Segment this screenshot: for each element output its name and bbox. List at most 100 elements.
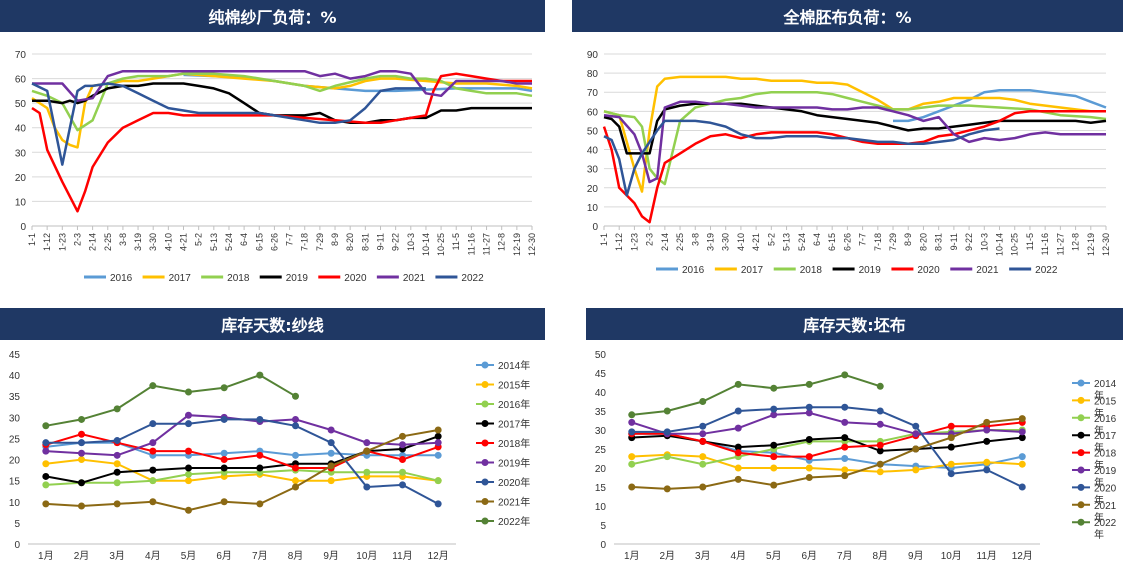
series-point-2020年 <box>876 407 884 415</box>
series-point-2019年 <box>113 451 121 459</box>
series-point-2020年 <box>628 428 636 436</box>
series-point-2021年 <box>983 418 991 426</box>
legend-label-2022: 2022 <box>1035 265 1058 276</box>
series-point-2020年 <box>113 437 121 445</box>
legend-label-2017年: 2017年 <box>498 418 530 431</box>
chart-title-greige-inventory: 库存天数:坯布 <box>586 308 1123 340</box>
series-point-2017年 <box>1018 434 1026 442</box>
series-line-2021年 <box>45 429 439 512</box>
series-point-2017年 <box>113 468 121 476</box>
series-point-2022年 <box>149 382 157 390</box>
x-tick-label: 4月 <box>145 550 161 562</box>
series-point-2021年 <box>663 485 671 493</box>
x-tick-label: 1-1 <box>599 233 609 246</box>
x-tick-label: 10-14 <box>995 233 1005 256</box>
legend-marker-2018年 <box>1077 449 1085 457</box>
legend-label-2019: 2019 <box>859 265 882 276</box>
series-point-2015年 <box>912 466 920 474</box>
legend-label-2019年: 2019年 <box>498 457 530 470</box>
x-tick-label: 12-8 <box>1071 233 1081 251</box>
series-point-2017年 <box>149 466 157 474</box>
series-point-2021年 <box>113 500 121 508</box>
series-line-2022年 <box>45 374 297 427</box>
series-line-2020 <box>31 72 532 213</box>
series-point-2020年 <box>841 403 849 411</box>
x-tick-label: 10-25 <box>436 233 446 256</box>
series-point-2022年 <box>256 371 264 379</box>
series-line-2020年 <box>631 406 1023 488</box>
x-tick-label: 11月 <box>392 550 412 562</box>
series-point-2020年 <box>663 428 671 436</box>
series-point-2021年 <box>185 506 192 514</box>
series-point-2015年 <box>292 477 299 485</box>
x-tick-label: 12-19 <box>512 233 522 256</box>
x-tick-label: 5-2 <box>766 233 776 246</box>
y-tick-label: 10 <box>595 502 607 513</box>
series-point-2019年 <box>292 415 299 423</box>
series-point-2019年 <box>876 420 884 428</box>
y-tick-label: 30 <box>15 148 27 159</box>
series-point-2019年 <box>912 430 920 438</box>
legend-label-2021: 2021 <box>403 273 426 284</box>
series-point-2020年 <box>912 422 920 430</box>
series-point-2016年 <box>185 470 192 478</box>
x-tick-label: 11月 <box>977 550 997 562</box>
series-point-2022年 <box>185 388 192 396</box>
legend-label-2018: 2018 <box>227 273 250 284</box>
series-point-2020年 <box>734 407 742 415</box>
x-tick-label: 2月 <box>659 550 675 562</box>
x-tick-label: 5-24 <box>224 233 234 251</box>
series-point-2019年 <box>149 439 157 447</box>
y-tick-label: 80 <box>587 69 599 80</box>
series-point-2020年 <box>256 415 264 423</box>
series-line-2021 <box>603 100 1106 184</box>
legend-marker-2014年 <box>1077 379 1085 387</box>
x-tick-label: 5月 <box>181 550 197 562</box>
series-point-2018年 <box>876 441 884 449</box>
x-tick-label: 6-15 <box>254 233 264 251</box>
series-point-2021年 <box>149 498 157 506</box>
x-tick-label: 10月 <box>356 550 377 562</box>
series-point-2022年 <box>220 384 228 392</box>
y-tick-label: 35 <box>595 407 607 418</box>
series-point-2015年 <box>983 458 991 466</box>
y-tick-label: 20 <box>595 464 607 475</box>
series-point-2022年 <box>42 422 50 430</box>
series-point-2019年 <box>399 441 406 449</box>
series-point-2015年 <box>327 477 335 485</box>
legend-marker-2015年 <box>1077 396 1085 404</box>
x-tick-label: 7-18 <box>300 233 310 251</box>
chart-panel-greige-load: 全棉胚布负荷：% 0 10 20 30 40 50 60 70 80 90 1-1 1-12 1-23 2… <box>572 0 1123 290</box>
legend-marker-2015年 <box>481 381 489 388</box>
series-point-2020年 <box>42 439 50 447</box>
series-point-2020年 <box>1018 483 1026 491</box>
y-tick-label: 40 <box>15 124 27 135</box>
x-tick-label: 5-13 <box>209 233 219 251</box>
y-tick-label: 5 <box>14 519 20 530</box>
series-point-2021年 <box>220 498 228 506</box>
series-point-2021年 <box>912 445 920 453</box>
series-point-2022年 <box>841 371 849 379</box>
series-line-2019年 <box>631 411 1023 435</box>
legend-label-2022年: 2022年 <box>498 515 530 528</box>
y-tick-label: 0 <box>20 222 26 233</box>
series-point-2018年 <box>770 453 778 461</box>
y-tick-label: 70 <box>587 88 599 99</box>
x-tick-label: 1月 <box>624 550 640 562</box>
series-line-2022年 <box>631 373 881 416</box>
series-point-2015年 <box>699 453 707 461</box>
legend-marker-2019年 <box>1077 466 1085 474</box>
series-point-2019年 <box>434 439 442 447</box>
series-point-2020年 <box>292 422 299 430</box>
series-point-2015年 <box>770 464 778 472</box>
x-tick-label: 12-30 <box>1101 233 1111 256</box>
legend-label-2014年: 2014年 <box>498 359 530 372</box>
series-point-2019年 <box>699 430 707 438</box>
x-tick-label: 11-27 <box>482 233 492 255</box>
series-line-2019年 <box>45 414 439 457</box>
series-point-2021年 <box>327 462 335 470</box>
x-tick-label: 9月 <box>908 550 924 562</box>
